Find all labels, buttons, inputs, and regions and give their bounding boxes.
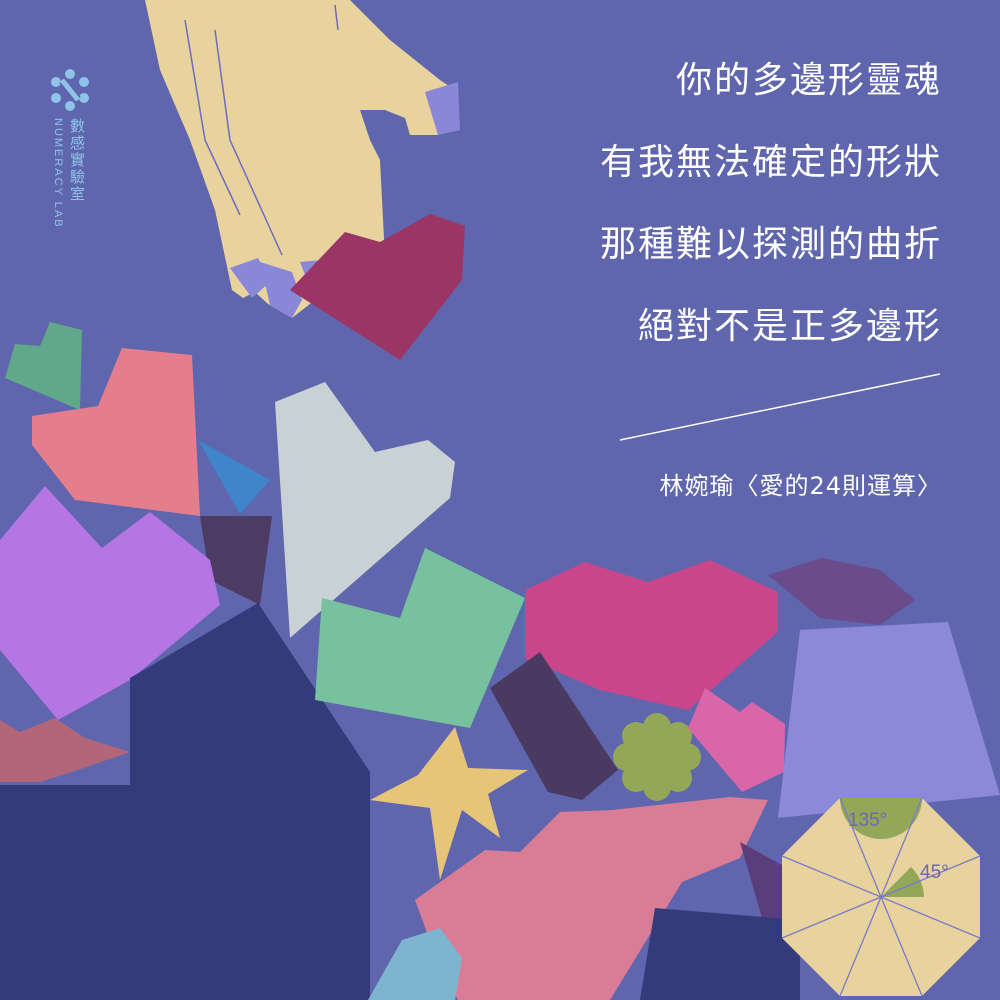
trapezoid-lavender bbox=[778, 622, 1000, 818]
hand-fingertip-2 bbox=[260, 262, 302, 318]
polygon-teal bbox=[368, 928, 462, 1000]
octagon-angle-large bbox=[840, 798, 922, 839]
heart-purple bbox=[0, 486, 220, 720]
hand-fingertip-1 bbox=[230, 258, 270, 298]
heart-green-small bbox=[5, 322, 82, 410]
brand-name: 數感實驗室 bbox=[68, 118, 86, 203]
triangle-blue bbox=[198, 440, 270, 514]
heart-magenta bbox=[525, 560, 778, 710]
heart-green-large bbox=[315, 548, 525, 728]
heart-white bbox=[275, 382, 455, 638]
octagon-angle-small bbox=[881, 867, 924, 897]
trapezoid-dark bbox=[200, 516, 272, 605]
poem-line-3: 那種難以探測的曲折 bbox=[599, 224, 942, 265]
hexagon-dark bbox=[768, 558, 915, 625]
heart-salmon bbox=[32, 348, 200, 516]
heart-pink-small bbox=[688, 688, 785, 792]
heart-pink-large bbox=[415, 797, 768, 1000]
heart-red bbox=[290, 214, 465, 360]
brand-name-en: NUMERACY LAB bbox=[52, 118, 64, 229]
lips-shape bbox=[0, 718, 130, 782]
rectangle-dark bbox=[490, 652, 618, 800]
hand-crease-3 bbox=[334, 4, 339, 31]
poem-line-1: 你的多邊形靈魂 bbox=[675, 60, 942, 101]
poem-line-4: 絕對不是正多邊形 bbox=[637, 306, 942, 347]
hand-fingertip-thumb bbox=[425, 82, 460, 135]
poem-line-2: 有我無法確定的形狀 bbox=[599, 142, 942, 183]
pentagon-navy bbox=[0, 603, 370, 1000]
molecule-logo-icon bbox=[51, 69, 89, 111]
octagon-regular: 135° 45° bbox=[781, 797, 981, 997]
poem-credit: 林婉瑜〈愛的24則運算〉 bbox=[659, 472, 942, 500]
poem: 你的多邊形靈魂 有我無法確定的形狀 那種難以探測的曲折 絕對不是正多邊形 bbox=[600, 62, 942, 390]
angle-label-45: 45° bbox=[920, 862, 949, 883]
polygon-navy-bottom bbox=[640, 908, 800, 1000]
flower-olive bbox=[613, 713, 701, 801]
hand-shape bbox=[145, 0, 458, 318]
angle-label-135: 135° bbox=[848, 810, 887, 831]
divider-line bbox=[619, 373, 941, 441]
hand-crease-1 bbox=[184, 19, 241, 216]
hand-crease-2 bbox=[214, 29, 283, 256]
brand-logo: NUMERACY LAB 數感實驗室 bbox=[44, 68, 96, 229]
star-yellow bbox=[370, 727, 528, 880]
